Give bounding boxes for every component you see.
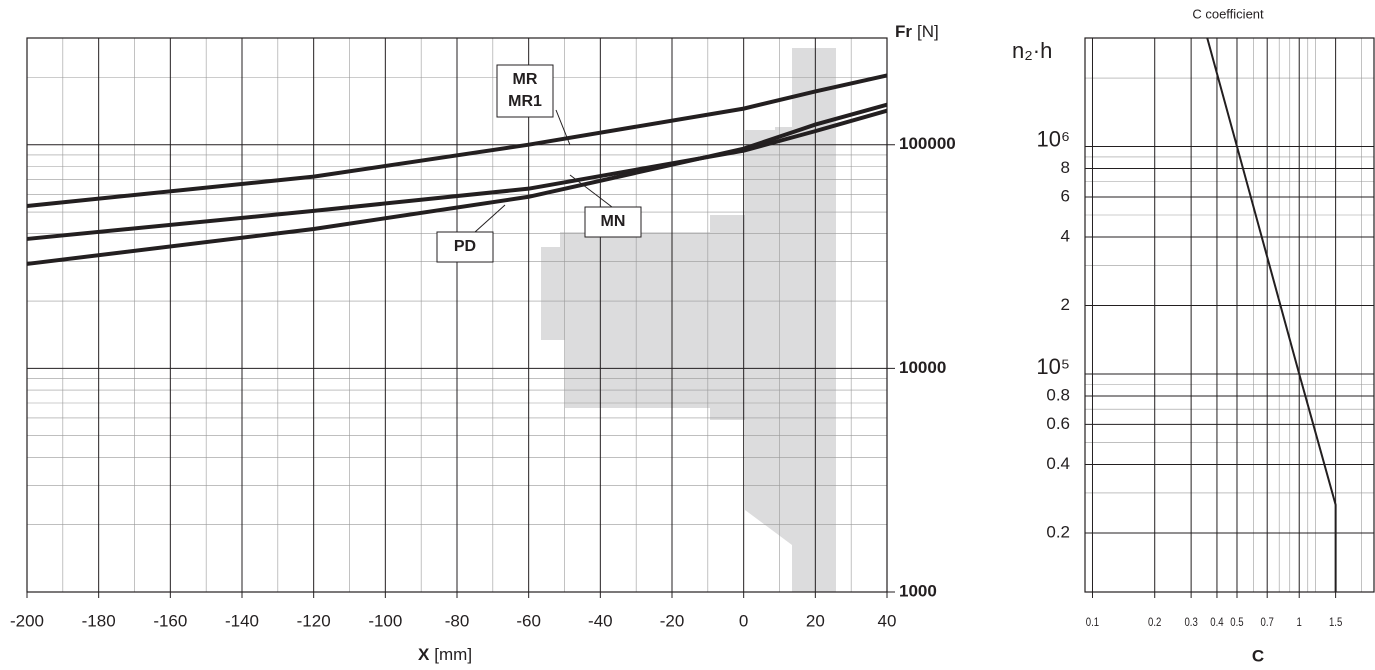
y-tick-label: 1000	[899, 581, 937, 600]
x-tick-label: 0.1	[1086, 616, 1099, 629]
y-tick-label: 0.6	[1046, 414, 1070, 433]
x-tick-label: 0.5	[1230, 616, 1243, 629]
leader-line	[569, 174, 613, 208]
y-tick-label: 4	[1061, 227, 1070, 246]
x-tick-label: -180	[82, 611, 116, 630]
y-tick-label: 100000	[899, 134, 956, 153]
y-unit: [N]	[917, 22, 939, 41]
leader-line	[555, 109, 571, 146]
y-tick-label: 0.8	[1046, 385, 1070, 404]
x-tick-label: 1	[1297, 616, 1302, 629]
x-tick-label: -20	[660, 611, 685, 630]
y-axis-label: n₂·h	[1012, 38, 1052, 63]
series-label: MN	[601, 213, 626, 230]
curve	[1206, 37, 1337, 592]
x-tick-label: 0.4	[1210, 616, 1223, 629]
x-label: X	[418, 645, 430, 664]
leader-line	[474, 204, 506, 233]
x-tick-label: 1.5	[1329, 616, 1342, 629]
x-tick-label: 0	[739, 611, 748, 630]
y-tick-label: 10⁶	[1036, 126, 1070, 151]
plot-frame	[26, 37, 888, 593]
x-tick-label: -160	[153, 611, 187, 630]
x-tick-label: -200	[10, 611, 44, 630]
y-tick-label: 0.4	[1046, 454, 1070, 473]
series-label: MR	[513, 71, 538, 88]
x-tick-label: -140	[225, 611, 259, 630]
series-label: MR1	[508, 93, 542, 110]
x-tick-label: -60	[516, 611, 541, 630]
x-tick-label: -120	[297, 611, 331, 630]
x-axis-label: X [mm]	[418, 645, 472, 664]
x-tick-label: 40	[878, 611, 897, 630]
curve	[26, 73, 888, 208]
y-tick-label: 10000	[899, 358, 946, 377]
x-tick-label: -80	[445, 611, 470, 630]
y-label: Fr	[895, 22, 912, 41]
plot-frame	[1084, 37, 1375, 593]
label-box	[496, 64, 554, 118]
x-tick-label: 0.7	[1261, 616, 1274, 629]
x-tick-label: 0.2	[1148, 616, 1161, 629]
series-label: PD	[454, 238, 476, 255]
y-tick-label: 0.2	[1046, 522, 1070, 541]
chart-title: C coefficient	[1192, 6, 1264, 21]
y-tick-label: 6	[1061, 186, 1070, 205]
x-tick-label: -100	[368, 611, 402, 630]
label-box	[584, 206, 642, 238]
y-axis-label: Fr [N]	[895, 22, 939, 41]
label-box	[436, 231, 494, 263]
x-tick-label: -40	[588, 611, 613, 630]
x-tick-label: 20	[806, 611, 825, 630]
y-tick-label: 8	[1061, 158, 1070, 177]
curve	[26, 108, 888, 241]
x-unit: [mm]	[434, 645, 472, 664]
curve	[26, 102, 888, 266]
range-area	[541, 48, 836, 592]
x-tick-label: 0.3	[1184, 616, 1197, 629]
y-tick-label: 10⁵	[1036, 354, 1070, 379]
y-tick-label: 2	[1061, 295, 1070, 314]
x-axis-label: C	[1252, 646, 1264, 665]
